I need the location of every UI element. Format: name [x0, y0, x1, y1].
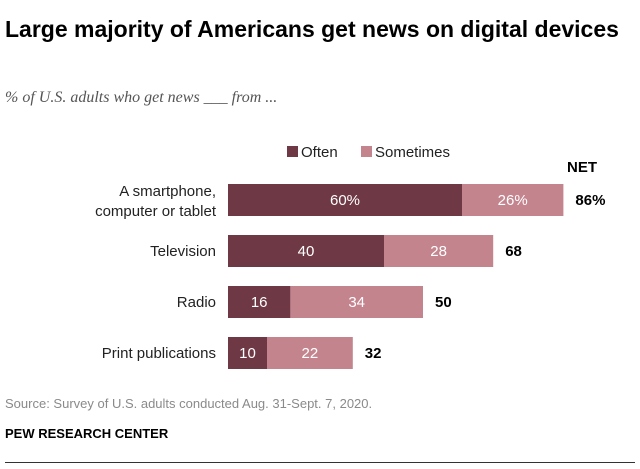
value-label-often-0: 60%	[330, 192, 360, 209]
bar-often-1	[228, 235, 384, 267]
bar-often-2	[228, 286, 291, 318]
legend-swatch-1	[361, 146, 372, 157]
net-value-3: 32	[365, 345, 382, 362]
net-value-2: 50	[435, 294, 452, 311]
legend-label-1: Sometimes	[375, 144, 450, 161]
value-label-sometimes-0: 26%	[498, 192, 528, 209]
legend-swatch-0	[287, 146, 298, 157]
bar-often-0	[228, 184, 462, 216]
bar-sometimes-1	[384, 235, 494, 267]
stacked-bar-chart: Often Sometimes NET A smartphone, computer…	[95, 144, 605, 369]
net-header: NET	[567, 159, 597, 176]
value-label-often-1: 40	[298, 243, 315, 260]
bar-sometimes-3	[267, 337, 353, 369]
category-label-0: A smartphone, computer or tablet	[95, 183, 217, 220]
bar-often-3	[228, 337, 267, 369]
source-note: Source: Survey of U.S. adults conducted …	[5, 396, 373, 411]
bottom-divider	[5, 462, 635, 463]
legend-label-0: Often	[301, 144, 338, 161]
plot-area: A smartphone, computer or tablet 60% 26% 86%…	[95, 183, 605, 369]
chart-title: Large majority of Americans get news on …	[5, 16, 619, 42]
organization-name: PEW RESEARCH CENTER	[5, 426, 169, 441]
chart-subtitle: % of U.S. adults who get news ___ from .…	[5, 89, 278, 106]
value-label-often-3: 10	[239, 345, 256, 362]
value-label-sometimes-2: 34	[348, 294, 365, 311]
value-label-sometimes-1: 28	[430, 243, 447, 260]
category-label-3: Print publications	[102, 345, 216, 362]
net-value-1: 68	[505, 243, 522, 260]
value-label-often-2: 16	[251, 294, 268, 311]
category-label-2: Radio	[177, 294, 216, 311]
category-label-1: Television	[150, 243, 216, 260]
bar-sometimes-0	[462, 184, 564, 216]
value-label-sometimes-3: 22	[302, 345, 319, 362]
legend: Often Sometimes	[287, 144, 450, 161]
bar-sometimes-2	[290, 286, 423, 318]
net-value-0: 86%	[575, 192, 605, 209]
